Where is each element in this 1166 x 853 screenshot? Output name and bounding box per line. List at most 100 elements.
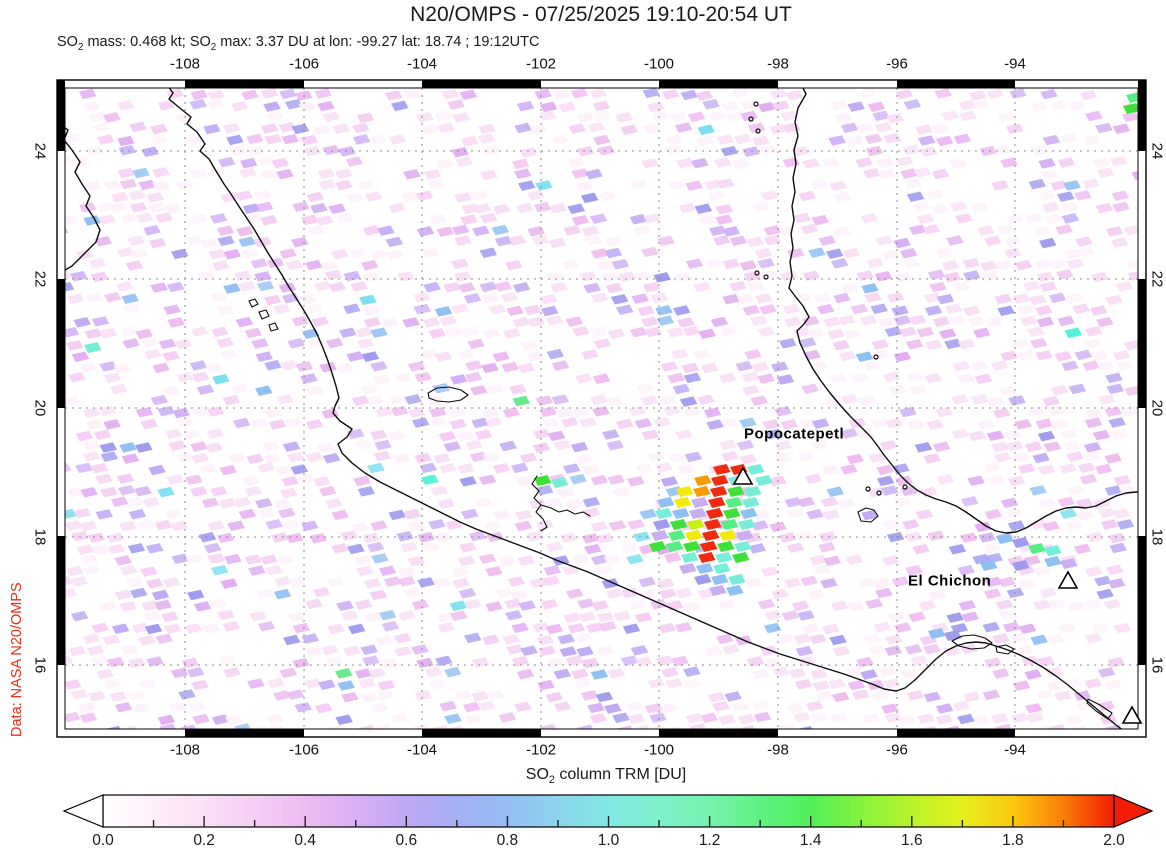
- so2-plume-cell: [709, 585, 727, 596]
- noise-cell: [1015, 645, 1034, 657]
- noise-cell: [433, 531, 452, 543]
- noise-cell: [1059, 508, 1078, 519]
- noise-cell: [429, 416, 448, 428]
- noise-cell: [362, 655, 380, 666]
- noise-cell: [833, 191, 852, 203]
- noise-cell: [361, 259, 379, 271]
- noise-cell: [659, 703, 678, 714]
- noise-cell: [165, 508, 183, 519]
- so2-plume-cell: [727, 486, 745, 497]
- noise-cell: [1061, 213, 1080, 224]
- noise-cell: [191, 406, 209, 418]
- noise-cell: [682, 325, 701, 337]
- noise-cell: [1042, 520, 1060, 532]
- noise-cell: [402, 317, 420, 328]
- noise-cell: [111, 623, 130, 635]
- noise-cell: [459, 476, 477, 487]
- noise-cell: [364, 191, 383, 202]
- noise-cell: [770, 361, 789, 373]
- noise-cell: [923, 643, 941, 655]
- noise-cell: [733, 133, 752, 145]
- noise-cell: [893, 351, 912, 363]
- noise-cell: [460, 135, 479, 147]
- noise-cell: [1075, 236, 1093, 247]
- noise-cell: [587, 121, 606, 133]
- noise-cell: [90, 462, 109, 474]
- noise-cell: [514, 168, 532, 179]
- noise-cell: [150, 282, 168, 293]
- colorbar-right-arrow: [1113, 794, 1154, 828]
- frame-black-seg: [1138, 536, 1146, 665]
- noise-cell: [504, 610, 523, 621]
- noise-cell: [641, 316, 659, 327]
- noise-cell: [559, 532, 578, 543]
- noise-cell: [65, 226, 69, 234]
- noise-cell: [829, 634, 847, 646]
- noise-cell: [388, 134, 407, 145]
- noise-cell: [822, 509, 841, 520]
- volcano-marker: [1121, 705, 1143, 724]
- noise-cell: [82, 451, 101, 462]
- noise-cell: [347, 623, 366, 635]
- noise-cell: [649, 712, 667, 723]
- noise-cell: [187, 589, 205, 601]
- noise-cell: [192, 713, 210, 725]
- noise-cell: [1030, 634, 1048, 646]
- noise-cell: [72, 155, 91, 167]
- noise-cell: [157, 486, 175, 498]
- noise-cell: [317, 100, 335, 112]
- noise-cell: [1042, 395, 1060, 407]
- noise-cell: [952, 281, 971, 292]
- noise-cell: [268, 724, 285, 729]
- noise-cell: [856, 122, 874, 134]
- so2-plume-cell: [734, 541, 752, 552]
- noise-cell: [549, 203, 567, 214]
- noise-cell: [579, 417, 597, 428]
- noise-cell: [125, 260, 144, 271]
- noise-cell: [566, 157, 585, 168]
- noise-cell: [1063, 248, 1082, 259]
- noise-cell: [650, 292, 668, 304]
- map-inner: [39, 88, 1138, 729]
- noise-cell: [527, 351, 545, 362]
- noise-cell: [1108, 417, 1126, 428]
- noise-cell: [729, 235, 748, 246]
- noise-cell: [893, 496, 912, 508]
- noise-cell: [1123, 339, 1138, 351]
- noise-cell: [277, 554, 295, 565]
- noise-cell: [457, 555, 476, 566]
- noise-cell: [592, 100, 611, 112]
- noise-cell: [421, 474, 439, 486]
- subscript: 2: [548, 774, 555, 787]
- noise-cell: [1135, 137, 1138, 144]
- noise-cell: [862, 713, 880, 724]
- noise-cell: [443, 666, 462, 678]
- noise-cell: [545, 656, 564, 668]
- noise-cell: [902, 144, 920, 155]
- noise-cell: [478, 123, 496, 135]
- noise-cell: [590, 248, 609, 259]
- noise-cell: [218, 655, 237, 666]
- noise-cell: [739, 260, 757, 271]
- noise-cell: [106, 656, 125, 668]
- noise-cell: [470, 384, 488, 396]
- noise-cell: [1057, 191, 1075, 202]
- noise-cell: [375, 724, 392, 729]
- noise-cell: [984, 235, 1002, 247]
- noise-cell: [1033, 225, 1051, 236]
- noise-cell: [504, 598, 522, 609]
- noise-cell: [529, 124, 548, 135]
- noise-cell: [851, 372, 869, 384]
- noise-cell: [93, 429, 112, 441]
- noise-cell: [335, 714, 353, 725]
- noise-cell: [359, 294, 377, 306]
- noise-cell: [952, 700, 971, 712]
- noise-cell: [451, 258, 469, 269]
- noise-cell: [162, 385, 180, 397]
- lat-tick-label-right: 20: [1148, 399, 1166, 417]
- noise-cell: [748, 543, 767, 554]
- noise-cell: [511, 622, 529, 634]
- noise-cell: [627, 713, 646, 724]
- noise-cell: [39, 510, 57, 520]
- noise-cell: [77, 702, 96, 713]
